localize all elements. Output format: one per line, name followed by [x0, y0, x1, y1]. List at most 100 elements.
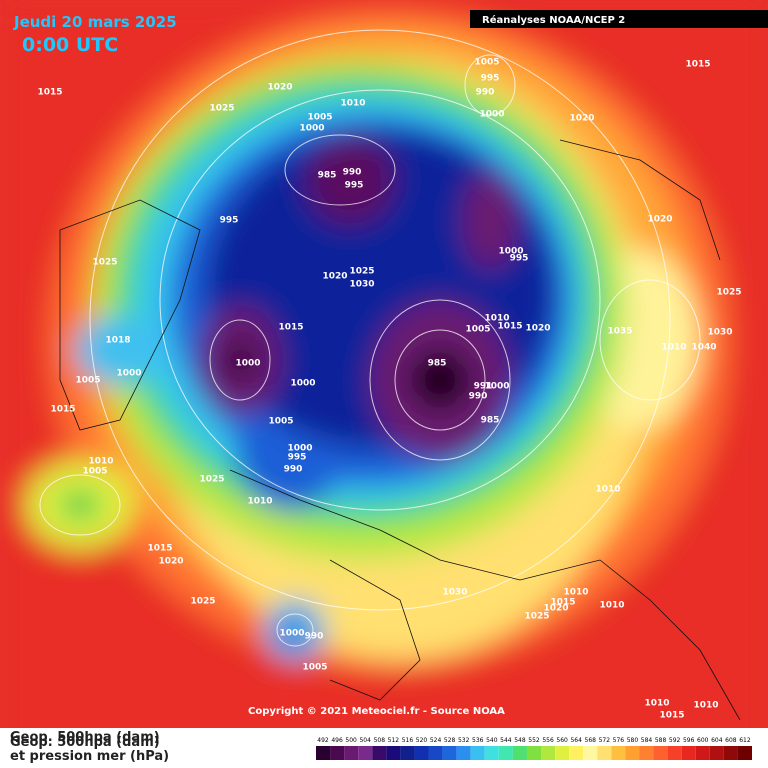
- isobar-label: 1020: [543, 604, 568, 614]
- isobar-label: 995: [345, 181, 364, 191]
- isobar-label: 1015: [550, 598, 575, 608]
- colorbar-tick-label: 576: [613, 737, 625, 744]
- colorbar-tick-label: 572: [599, 737, 611, 744]
- isobar-label: 1015: [50, 405, 75, 415]
- isobar-label: 1020: [647, 215, 672, 225]
- isobar-label: 1010: [644, 699, 669, 709]
- isobar-label: 1005: [268, 417, 293, 427]
- isobar-label: 1010: [484, 314, 509, 324]
- date: Jeudi 20 mars 2025: [13, 13, 177, 31]
- colorbar-tick-label: 500: [345, 737, 357, 744]
- colorbar-cell: [484, 746, 499, 760]
- isobar-label: 995: [220, 216, 239, 226]
- source: Réanalyses NOAA/NCEP 2: [482, 14, 625, 26]
- colorbar-cell: [653, 746, 668, 760]
- colorbar-tick-label: 544: [500, 737, 512, 744]
- legend-line2: et pression mer (hPa): [10, 749, 169, 764]
- isobar-label: 1015: [147, 544, 172, 554]
- isobar-label: 995: [481, 74, 500, 84]
- colorbar-cell: [569, 746, 584, 760]
- colorbar-tick-label: 548: [514, 737, 526, 744]
- colorbar-tick-label: 556: [542, 737, 554, 744]
- isobar-label: 1010: [661, 343, 686, 353]
- colorbar-tick-label: 604: [711, 737, 723, 744]
- isobar-label: 1020: [525, 324, 550, 334]
- isobar-label: 990: [305, 632, 324, 642]
- colorbar-cell: [428, 746, 443, 760]
- colorbar-tick-label: 540: [486, 737, 498, 744]
- isobar-label: 1000: [299, 124, 324, 134]
- isobar-label: 1010: [340, 99, 365, 109]
- isobar-label: 1000: [116, 369, 141, 379]
- isobar-label: 995: [288, 453, 307, 463]
- colorbar-cell: [597, 746, 612, 760]
- isobar-label: 1000: [235, 359, 260, 369]
- colorbar-cell: [372, 746, 387, 760]
- colorbar-cell: [456, 746, 471, 760]
- colorbar-tick-label: 492: [317, 737, 329, 744]
- isobar-label: 1015: [497, 322, 522, 332]
- colorbar-tick-label: 580: [627, 737, 639, 744]
- isobar-label: 1020: [569, 114, 594, 124]
- colorbar-cell: [400, 746, 415, 760]
- colorbar-cell: [386, 746, 401, 760]
- colorbar-cell: [695, 746, 710, 760]
- isobar-label: 1025: [199, 475, 224, 485]
- isobar-label: 1005: [302, 663, 327, 673]
- colorbar-tick-label: 508: [374, 737, 386, 744]
- isobar-label: 1025: [92, 258, 117, 268]
- colorbar: 492 496 500 504 508 512 516 520 524 528 532 536 540 5…: [316, 737, 752, 760]
- coastlines: [59, 139, 741, 721]
- isobar-label: 1005: [307, 113, 332, 123]
- isobar-label: 1015: [278, 323, 303, 333]
- colorbar-cell: [526, 746, 542, 760]
- colorbar-cell: [316, 746, 331, 760]
- isobar-label: 1000: [279, 629, 304, 639]
- colorbar-cell: [555, 746, 570, 760]
- colorbar-cell: [709, 746, 724, 760]
- isobar-label: 1030: [442, 588, 467, 598]
- isobar-label: 1040: [691, 343, 716, 353]
- isobar-label: 1010: [88, 457, 113, 467]
- isobar-label: 1015: [659, 711, 684, 721]
- colorbar-tick-label: 608: [725, 737, 737, 744]
- isobar-label: 985: [428, 359, 447, 369]
- colorbar-cell: [583, 746, 598, 760]
- colorbar-tick-label: 560: [556, 737, 568, 744]
- colorbar-tick-label: 520: [416, 737, 428, 744]
- isobar-label: 1005: [82, 467, 107, 477]
- colorbar-cell: [625, 746, 640, 760]
- colorbar-tick-label: 496: [331, 737, 343, 744]
- isobar-label: 990: [469, 392, 488, 402]
- legend-line1: Geop. 500hpa (dam): [10, 735, 160, 750]
- isobar-label: 1010: [595, 485, 620, 495]
- isobar-label: 1010: [247, 497, 272, 507]
- isobar-label: 990: [476, 88, 495, 98]
- colorbar-tick-label: 564: [570, 737, 582, 744]
- isobar-label: 1010: [693, 701, 718, 711]
- isobar-label: 1030: [349, 280, 374, 290]
- colorbar-cell: [442, 746, 457, 760]
- isobar-label: 1000: [479, 110, 504, 120]
- isobar-label: 1025: [209, 104, 234, 114]
- colorbar-cell: [512, 746, 527, 760]
- isobar-label: 990: [343, 168, 362, 178]
- isobar-label: 995: [510, 254, 529, 264]
- isobar-label: 1020: [158, 557, 183, 567]
- isobar-label: 1018: [105, 336, 130, 346]
- source-bar: [470, 10, 768, 28]
- isobar-label: 1010: [599, 601, 624, 611]
- isobar-label: 1000: [290, 379, 315, 389]
- isobar-label: 1015: [37, 88, 62, 98]
- colorbar-cell: [414, 746, 429, 760]
- time: 0:00 UTC: [22, 34, 118, 56]
- colorbar-tick-label: 512: [388, 737, 400, 744]
- colorbar-tick-label: 600: [697, 737, 709, 744]
- colorbar-tick-label: 532: [458, 737, 470, 744]
- isobar-label: 1000: [498, 247, 523, 257]
- isobar-label: 1020: [322, 272, 347, 282]
- colorbar-tick-label: 592: [669, 737, 681, 744]
- isobar-label: 1010: [563, 588, 588, 598]
- colorbar-cell: [723, 746, 738, 760]
